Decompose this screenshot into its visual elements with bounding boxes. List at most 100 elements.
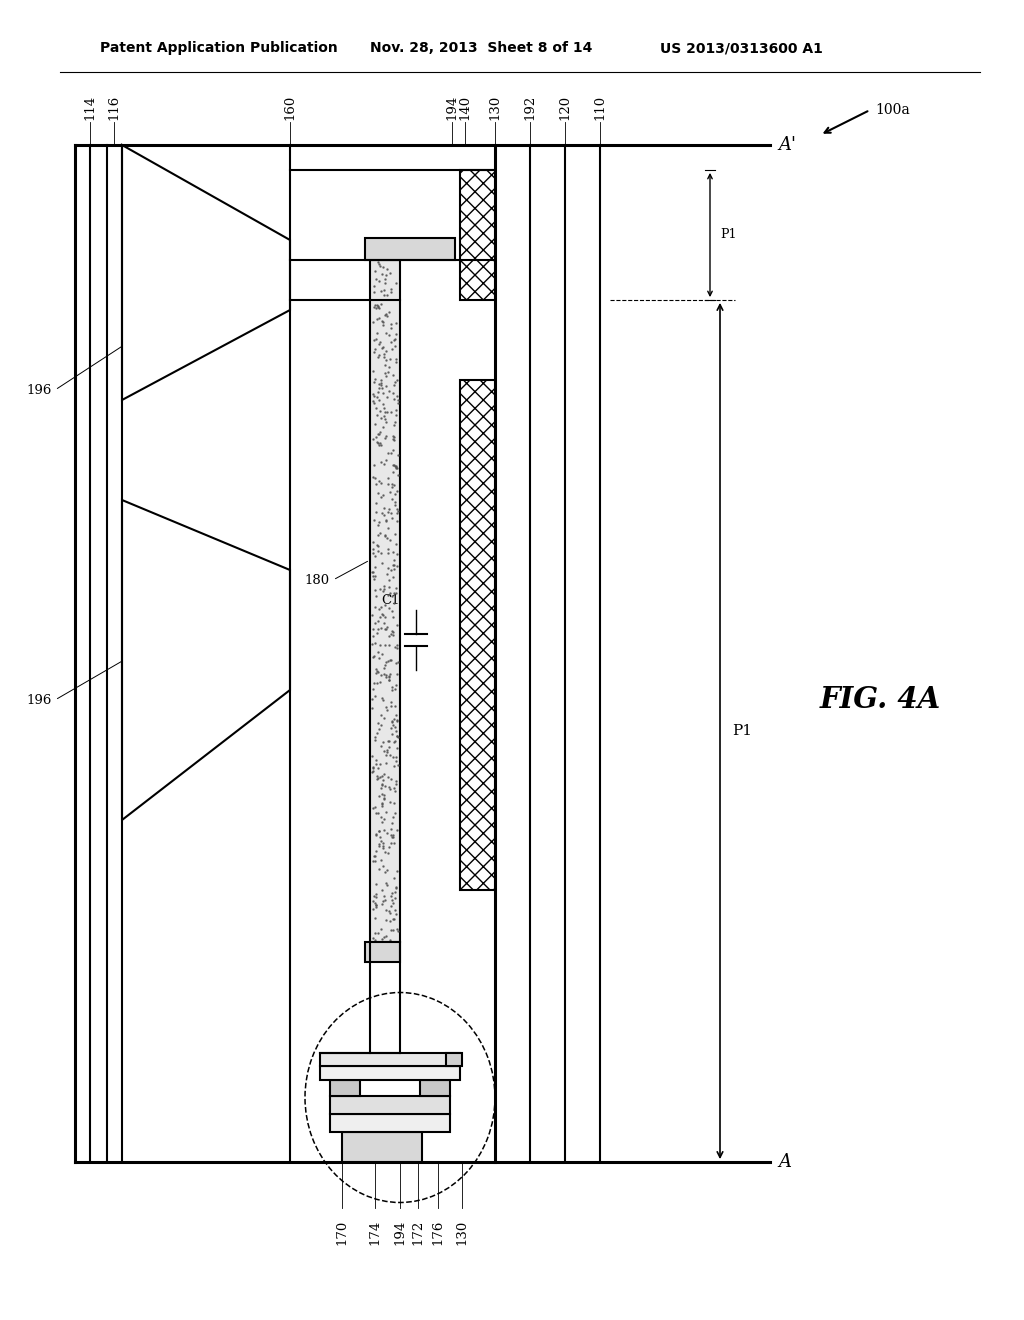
Text: 194: 194 <box>393 1220 407 1245</box>
Point <box>389 392 406 413</box>
Point <box>364 698 380 719</box>
Point <box>383 818 399 840</box>
Point <box>377 428 393 449</box>
Point <box>372 635 388 656</box>
Point <box>367 685 383 706</box>
Point <box>381 665 397 686</box>
Point <box>389 726 406 747</box>
Point <box>381 380 397 401</box>
Point <box>369 294 385 315</box>
Point <box>373 777 389 799</box>
Point <box>385 329 401 350</box>
Point <box>368 929 384 950</box>
Point <box>382 779 398 800</box>
Point <box>387 372 403 393</box>
Point <box>381 569 397 590</box>
Point <box>370 923 386 944</box>
Point <box>366 466 382 487</box>
Point <box>377 525 393 546</box>
Point <box>376 787 392 808</box>
Text: C1: C1 <box>382 594 400 606</box>
Point <box>380 767 396 788</box>
Point <box>375 855 391 876</box>
Point <box>377 842 393 863</box>
Point <box>375 605 391 626</box>
Point <box>374 879 390 900</box>
Point <box>377 594 393 615</box>
Text: 170: 170 <box>336 1220 348 1245</box>
Point <box>378 752 394 774</box>
Point <box>387 457 403 478</box>
Point <box>389 634 406 655</box>
Point <box>383 919 399 940</box>
Point <box>378 411 394 432</box>
Point <box>378 697 394 718</box>
Point <box>375 836 391 857</box>
Point <box>377 362 393 383</box>
Point <box>368 397 384 418</box>
Point <box>374 783 390 804</box>
Point <box>374 310 390 331</box>
Point <box>376 664 392 685</box>
Point <box>373 807 389 828</box>
Point <box>375 731 391 752</box>
Point <box>388 457 404 478</box>
Bar <box>365 238 455 260</box>
Point <box>373 664 389 685</box>
Point <box>378 264 394 285</box>
Point <box>370 515 386 536</box>
Point <box>384 339 400 360</box>
Point <box>373 293 389 314</box>
Point <box>381 669 397 690</box>
Point <box>378 619 394 640</box>
Point <box>387 483 403 504</box>
Text: FIG. 4A: FIG. 4A <box>820 685 941 714</box>
Point <box>383 884 399 906</box>
Point <box>384 711 400 733</box>
Point <box>388 405 404 426</box>
Text: Patent Application Publication: Patent Application Publication <box>100 41 338 55</box>
Point <box>371 389 387 411</box>
Point <box>385 461 401 482</box>
Point <box>371 820 387 841</box>
Point <box>378 899 394 920</box>
Point <box>382 529 398 550</box>
Point <box>372 308 388 329</box>
Point <box>386 593 402 614</box>
Point <box>371 610 387 631</box>
Point <box>378 350 394 371</box>
Point <box>377 525 393 546</box>
Point <box>379 616 395 638</box>
Point <box>382 911 398 932</box>
Bar <box>330 1096 450 1114</box>
Point <box>376 397 392 418</box>
Text: 192: 192 <box>523 95 537 120</box>
Point <box>381 624 397 645</box>
Point <box>384 620 400 642</box>
Text: 180: 180 <box>305 573 330 586</box>
Point <box>375 838 391 859</box>
Point <box>371 858 387 879</box>
Point <box>378 667 394 688</box>
Point <box>365 624 381 645</box>
Point <box>377 776 393 797</box>
Point <box>372 400 388 421</box>
Point <box>388 510 404 531</box>
Point <box>386 833 402 854</box>
Point <box>375 579 391 601</box>
Point <box>374 378 390 399</box>
Point <box>366 281 382 302</box>
Point <box>379 875 395 896</box>
Point <box>381 667 397 688</box>
Point <box>376 784 392 805</box>
Point <box>388 878 404 899</box>
Point <box>387 491 403 512</box>
Text: 100a: 100a <box>874 103 909 117</box>
Point <box>380 651 396 672</box>
Point <box>367 850 383 871</box>
Point <box>385 554 401 576</box>
Text: 160: 160 <box>284 95 297 120</box>
Point <box>387 903 403 924</box>
Point <box>366 886 382 907</box>
Text: 176: 176 <box>431 1220 444 1245</box>
